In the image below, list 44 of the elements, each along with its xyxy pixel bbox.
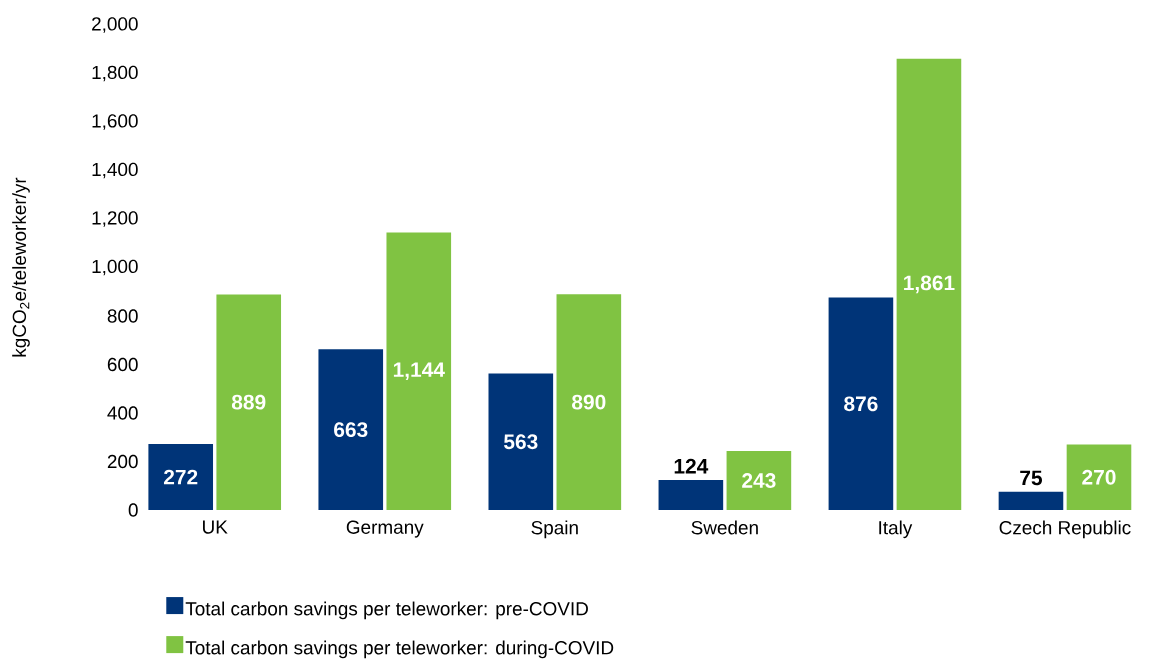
- legend-label: Total carbon savings per teleworker: pre-COVID: [185, 601, 588, 620]
- bar: [658, 479, 724, 510]
- x-tick-label: Italy: [879, 520, 913, 539]
- y-tick-label: 200: [107, 454, 138, 469]
- bar: [726, 451, 792, 510]
- legend-label: Total carbon savings per teleworker: during-COVID: [185, 640, 614, 659]
- bar: [318, 349, 384, 510]
- bar: [556, 294, 622, 510]
- data-label: 1,861: [904, 275, 955, 294]
- bar: [1066, 444, 1132, 510]
- y-tick-label: 1,000: [92, 259, 138, 276]
- data-label: 876: [844, 396, 878, 412]
- y-tick-label: 1,600: [92, 114, 138, 130]
- y-tick-label: 400: [107, 406, 138, 420]
- data-label: 563: [503, 434, 538, 450]
- bar: [998, 491, 1064, 510]
- y-tick-label: 2,000: [92, 17, 138, 33]
- y-tick-label: 1,800: [92, 65, 138, 82]
- data-label: 889: [231, 394, 266, 410]
- data-label: 663: [334, 422, 368, 438]
- data-label: 270: [1082, 469, 1116, 485]
- data-label: 124: [674, 458, 709, 474]
- bar: [488, 373, 554, 510]
- x-tick-label: Germany: [346, 520, 424, 538]
- x-tick-label: Czech Republic: [999, 520, 1131, 539]
- y-axis-title: kgCO$_{2}$e/teleworker/yr: [12, 177, 30, 357]
- y-tick-label: 1,200: [92, 211, 138, 227]
- data-label: 890: [572, 394, 606, 410]
- bar: [386, 232, 452, 510]
- x-tick-label: UK: [203, 520, 228, 534]
- bar: [896, 58, 962, 510]
- x-tick-label: Sweden: [691, 520, 758, 535]
- data-label: 272: [163, 469, 198, 485]
- y-tick-label: 1,400: [92, 162, 138, 179]
- x-tick-label: Spain: [531, 520, 578, 539]
- data-label: 1,144: [393, 362, 445, 381]
- data-label: 75: [1020, 470, 1042, 486]
- y-tick-label: 600: [107, 357, 138, 372]
- bar: [828, 297, 894, 510]
- bar: [148, 444, 214, 510]
- bar: [216, 294, 282, 510]
- y-tick-label: 800: [107, 309, 138, 323]
- data-label: 243: [742, 473, 776, 488]
- y-tick-label: 0: [128, 503, 138, 517]
